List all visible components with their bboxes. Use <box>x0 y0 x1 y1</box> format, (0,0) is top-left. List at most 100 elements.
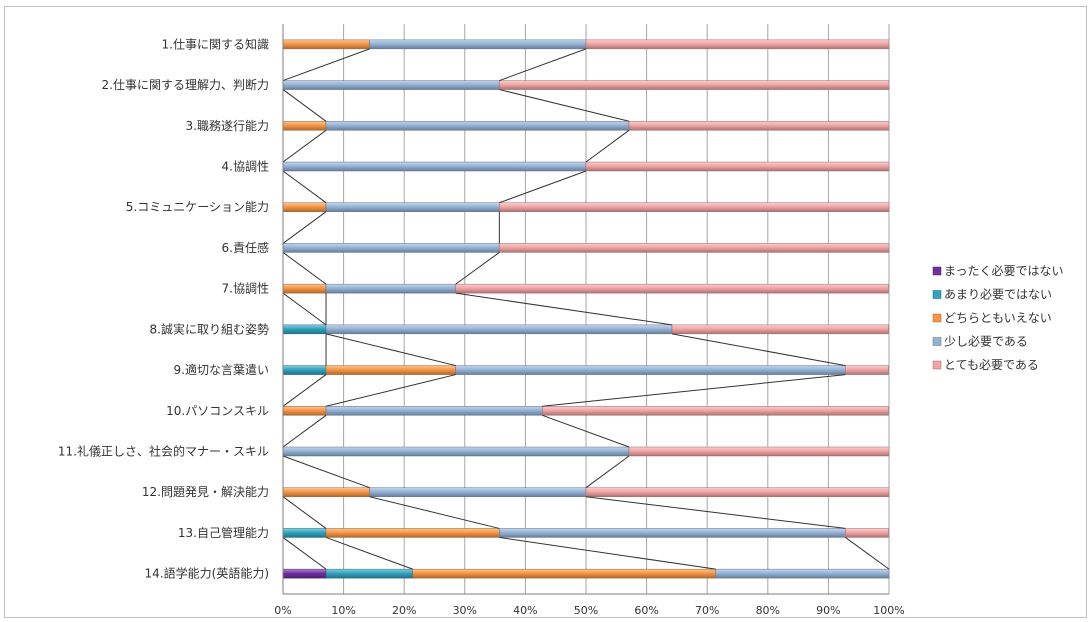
category-label: 8.誠実に取り組む姿勢 <box>150 321 269 336</box>
series-line <box>499 170 587 204</box>
axes <box>282 24 889 595</box>
bar-segment <box>282 202 327 212</box>
category-label: 4.協調性 <box>222 159 269 174</box>
series-line <box>542 374 846 407</box>
category-label: 10.パソコンスキル <box>166 404 269 418</box>
series-line <box>671 333 846 367</box>
legend-swatch <box>932 360 942 370</box>
bar-segment <box>499 80 890 90</box>
x-tick-label: 50% <box>574 604 598 617</box>
bar-segment <box>845 365 889 375</box>
bar-segment <box>282 406 327 416</box>
x-tick-label: 30% <box>453 604 477 617</box>
bar-segment <box>282 80 500 90</box>
category-label: 2.仕事に関する理解力、判断力 <box>102 77 269 92</box>
series-line <box>325 536 413 570</box>
bar-segment <box>282 446 630 457</box>
legend-swatch <box>932 290 942 299</box>
legend-swatch <box>932 266 942 276</box>
series-line <box>282 414 327 448</box>
bar-segment <box>499 243 890 253</box>
legend-label: 少し必要である <box>944 335 1028 349</box>
bar-segment <box>369 39 587 50</box>
series-line <box>542 414 630 448</box>
bar-segment <box>282 121 327 131</box>
category-label: 14.語学能力(英語能力) <box>145 566 269 581</box>
bar-segment <box>325 202 500 212</box>
series-line <box>845 537 890 570</box>
bar-segment <box>542 406 889 416</box>
bar-segment <box>455 365 846 375</box>
bar-segment <box>499 202 890 212</box>
bar-segment <box>369 487 587 497</box>
x-tick-label: 40% <box>513 604 537 617</box>
x-tick-label: 100% <box>873 604 904 617</box>
bar-segment <box>325 324 673 335</box>
x-tick-label: 60% <box>634 604 658 617</box>
series-line <box>282 211 327 244</box>
bar-segment <box>282 365 327 375</box>
series-line <box>585 129 630 163</box>
series-line <box>282 48 370 82</box>
category-labels: 1.仕事に関する知識 2.仕事に関する理解力、判断力 3.職務遂行能力 4.協調性 5.… <box>58 37 269 580</box>
legend-swatch <box>932 313 942 323</box>
bar-segment <box>282 324 327 335</box>
bar-segment <box>325 121 630 131</box>
series-line <box>325 333 456 367</box>
bar-segment <box>845 528 889 538</box>
bar-segment <box>325 283 456 294</box>
series-line <box>369 496 500 529</box>
series-line <box>282 292 327 326</box>
bar-segment <box>325 365 456 375</box>
legend-label: どちらともいえない <box>944 311 1052 325</box>
category-label: 6.責任感 <box>222 240 269 255</box>
category-label: 1.仕事に関する知識 <box>162 37 269 51</box>
category-label: 9.適切な言葉遣い <box>174 362 269 377</box>
legend-label: とても必要である <box>944 358 1039 372</box>
category-label: 3.職務遂行能力 <box>186 119 269 133</box>
bars <box>282 39 890 579</box>
x-tick-label: 10% <box>331 604 355 617</box>
series-line <box>282 129 327 163</box>
bar-segment <box>412 568 716 579</box>
series-line <box>282 537 327 570</box>
series-line <box>585 455 630 489</box>
bar-segment <box>628 121 890 131</box>
category-label: 5.コミュニケーション能力 <box>126 200 269 214</box>
x-axis-ticks: 0% 10% 20% 30% 40% 50% 60% 70% 80% 90% 100% <box>274 604 904 617</box>
bar-segment <box>455 283 889 294</box>
bar-segment <box>585 487 890 497</box>
legend-label: まったく必要ではない <box>944 264 1064 278</box>
series-line <box>282 252 327 285</box>
x-tick-label: 90% <box>816 604 840 617</box>
legend-label: あまり必要ではない <box>944 288 1052 302</box>
series-line <box>455 252 500 285</box>
bar-segment <box>499 528 846 538</box>
bar-segment <box>325 528 500 538</box>
legend: まったく必要ではないあまり必要ではないどちらともいえない少し必要であるとても必要… <box>932 264 1064 372</box>
category-label: 11.礼儀正しさ、社会的マナー・スキル <box>58 444 269 459</box>
x-tick-label: 80% <box>756 604 780 617</box>
bar-segment <box>671 324 889 335</box>
series-line <box>499 48 587 82</box>
x-tick-label: 70% <box>695 604 719 617</box>
bar-segment <box>325 568 413 579</box>
bar-segment <box>282 243 500 253</box>
legend-swatch <box>932 337 942 346</box>
bar-segment <box>282 487 370 497</box>
x-tick-label: 0% <box>274 604 291 617</box>
series-lines <box>282 48 890 570</box>
bar-segment <box>325 406 543 416</box>
series-line <box>325 374 456 407</box>
chart-frame <box>4 6 1087 618</box>
bar-segment <box>282 568 327 579</box>
bar-segment <box>585 39 890 50</box>
series-line <box>282 170 327 204</box>
series-line <box>585 496 846 529</box>
bar-segment <box>282 283 327 294</box>
series-line <box>499 536 716 570</box>
bar-segment <box>282 161 587 172</box>
series-line <box>282 496 327 529</box>
bar-segment <box>282 39 370 50</box>
